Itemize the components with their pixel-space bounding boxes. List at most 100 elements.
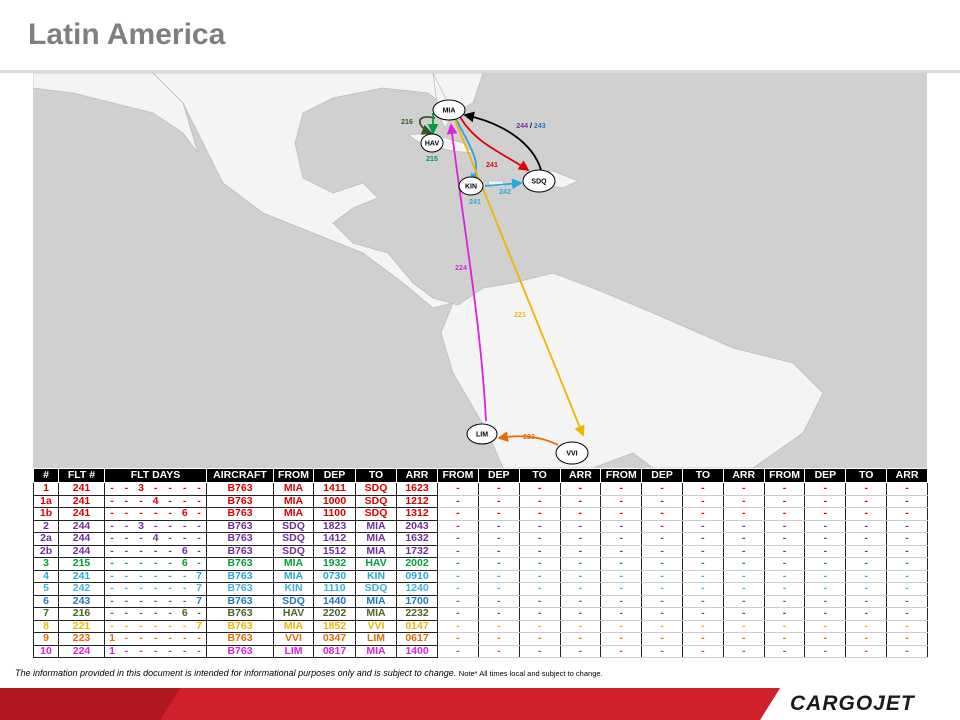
column-header: FROM: [437, 468, 479, 483]
cell: -: [477, 632, 520, 646]
cell: -: [845, 507, 888, 521]
cell: -: [477, 532, 520, 546]
cell: -: [763, 632, 806, 646]
cell: 1: [104, 644, 120, 658]
cell: MIA: [273, 557, 315, 571]
cell: 1312: [396, 507, 439, 521]
cell: -: [681, 619, 724, 633]
route-label: 241: [486, 162, 498, 169]
cell: MIA: [355, 607, 398, 621]
cell: -: [845, 619, 888, 633]
cell: VVI: [355, 619, 398, 633]
column-header: TO: [845, 468, 888, 483]
route-label: 216: [401, 119, 413, 126]
cell: -: [104, 557, 120, 571]
cell: -: [886, 507, 928, 521]
cell: -: [133, 644, 149, 658]
cell: -: [722, 494, 765, 508]
column-header: TO: [681, 468, 724, 483]
cell: 0817: [313, 644, 357, 658]
cell: 6: [33, 594, 59, 608]
schedule-row: 10 224 1- - - - - - B763 LIM 0817 MIA 1400- - - - - - - - - -…: [33, 644, 928, 658]
cell: 7: [192, 582, 207, 596]
cell: -: [518, 619, 561, 633]
cell: 6: [177, 607, 193, 621]
cell: -: [763, 532, 806, 546]
cell: -: [518, 569, 561, 583]
column-header: FROM: [273, 468, 315, 483]
cell: -: [681, 532, 724, 546]
cell: -: [600, 507, 643, 521]
cell: -: [886, 494, 928, 508]
cell: -: [437, 519, 479, 533]
column-header: ARR: [886, 468, 928, 483]
cell: -: [104, 582, 120, 596]
cell: SDQ: [273, 519, 315, 533]
cell: 223: [58, 632, 105, 646]
route-label: 242: [499, 189, 511, 196]
cell: HAV: [273, 607, 315, 621]
cell: 1412: [313, 532, 357, 546]
cell: MIA: [273, 482, 315, 496]
cell: -: [119, 582, 134, 596]
disclaimer-text: The information provided in this documen…: [15, 668, 457, 678]
cell: 1212: [396, 494, 439, 508]
cell: -: [559, 482, 602, 496]
cell: -: [518, 557, 561, 571]
cell: -: [600, 632, 643, 646]
cell: LIM: [273, 644, 315, 658]
cell: -: [148, 482, 163, 496]
cell: -: [177, 644, 193, 658]
cell: -: [804, 619, 847, 633]
column-header: ARR: [559, 468, 602, 483]
cell: -: [437, 532, 479, 546]
cell: -: [559, 557, 602, 571]
cell: -: [437, 594, 479, 608]
cell: -: [600, 482, 643, 496]
cell: -: [192, 607, 207, 621]
cell: -: [119, 607, 134, 621]
cell: 1623: [396, 482, 439, 496]
cell: -: [886, 644, 928, 658]
airport: HAV: [420, 133, 444, 153]
cell: 2043: [396, 519, 439, 533]
cell: -: [804, 569, 847, 583]
cell: -: [559, 607, 602, 621]
cell: -: [133, 544, 149, 558]
cell: -: [437, 494, 479, 508]
note: Note* All times local and subject to cha…: [458, 669, 603, 678]
cell: -: [119, 532, 134, 546]
cell: -: [104, 569, 120, 583]
cell: 3: [133, 482, 149, 496]
cell: -: [845, 594, 888, 608]
schedule-row: 9 223 1- - - - - - B763 VVI 0347 LIM 0617- - - - - - - - - - -…: [33, 632, 928, 646]
cell: -: [148, 544, 163, 558]
cell: -: [600, 494, 643, 508]
cell: -: [763, 569, 806, 583]
cell: B763: [206, 607, 275, 621]
cell: -: [437, 569, 479, 583]
cell: -: [162, 532, 178, 546]
cell: -: [804, 632, 847, 646]
schedule-table: # FLT # FLT DAYS AIRCRAFT FROM DEP TO ARR FROM DE…: [33, 468, 928, 658]
cell: 1: [33, 482, 59, 496]
cell: -: [518, 544, 561, 558]
cell: -: [763, 582, 806, 596]
cell: -: [559, 494, 602, 508]
cell: -: [518, 482, 561, 496]
cell: -: [763, 594, 806, 608]
cell: -: [600, 519, 643, 533]
cell: 242: [58, 582, 105, 596]
cell: -: [641, 607, 683, 621]
cell: 6: [177, 544, 193, 558]
cell: -: [763, 544, 806, 558]
cell: -: [886, 619, 928, 633]
schedule-row: 3 215- - - - -6- B763 MIA 1932 HAV 2002- - - - - - - - - - -…: [33, 557, 928, 571]
cell: -: [177, 632, 193, 646]
cell: -: [600, 594, 643, 608]
cell: 7: [192, 569, 207, 583]
cell: -: [177, 482, 193, 496]
cell: SDQ: [273, 594, 315, 608]
route-map: 216 215 244 / 243 241 241 242 224 221 22…: [33, 73, 927, 468]
cell: -: [845, 482, 888, 496]
